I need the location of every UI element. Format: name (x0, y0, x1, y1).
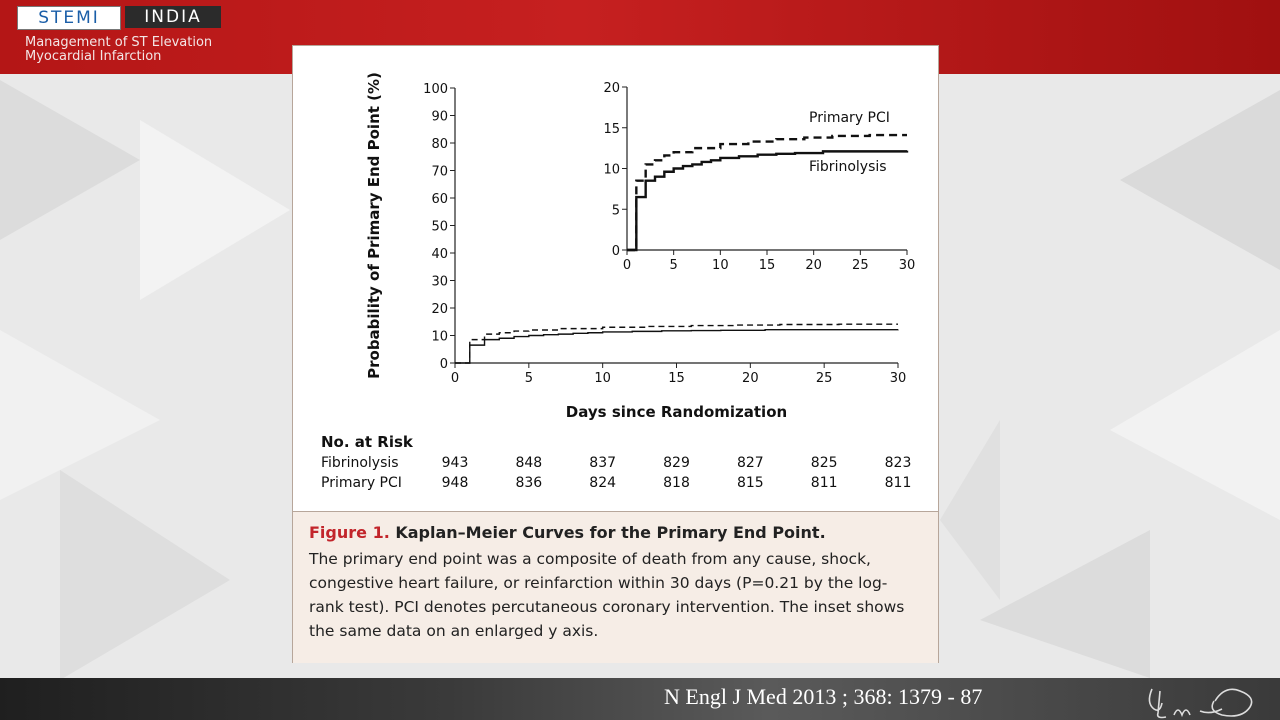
main-y-tick-label: 20 (431, 302, 448, 317)
main-x-tick-label: 5 (525, 371, 533, 386)
signature-logo (1148, 688, 1253, 719)
risk-value: 837 (589, 455, 617, 471)
figure-caption: Figure 1. Kaplan–Meier Curves for the Pr… (293, 511, 938, 663)
inset-series-primary-pci (627, 133, 907, 252)
footer-band (0, 678, 1280, 720)
risk-value: 825 (810, 455, 838, 471)
risk-row: Fibrinolysis 943 848 837 829 827 825 823 (321, 455, 921, 475)
caption-body: The primary end point was a composite of… (309, 550, 905, 640)
main-y-tick-label: 70 (431, 165, 448, 180)
risk-row-label: Fibrinolysis (321, 455, 399, 471)
inset-x-tick-label: 25 (852, 258, 869, 273)
inset-x-tick-label: 0 (623, 258, 631, 273)
number-at-risk-table: No. at Risk Fibrinolysis 943 848 837 829 827 8… (321, 433, 921, 495)
main-x-tick-label: 10 (594, 371, 611, 386)
stemi-india-logo: STEMI INDIA Management of ST Elevation My… (17, 6, 221, 64)
inset-x-tick-label: 20 (805, 258, 822, 273)
main-y-tick-label: 40 (431, 247, 448, 262)
logo-subtitle-line1: Management of ST Elevation (25, 35, 213, 50)
inset-x-tick-label: 10 (712, 258, 729, 273)
risk-value: 823 (884, 455, 912, 471)
risk-value: 943 (441, 455, 469, 471)
caption-heading: Figure 1. Kaplan–Meier Curves for the Pr… (309, 523, 922, 542)
risk-value: 829 (663, 455, 690, 471)
risk-value: 815 (736, 475, 764, 491)
main-y-tick-label: 100 (423, 82, 448, 97)
inset-y-tick-label: 10 (603, 163, 620, 178)
main-y-tick-label: 60 (431, 192, 448, 207)
main-y-tick-label: 30 (431, 275, 448, 290)
inset-y-tick-label: 0 (612, 244, 620, 259)
figure-card: 0 5 10 15 20 25 30 0 10 20 30 40 50 60 70 80 90 100 Days s… (292, 45, 939, 663)
inset-x-tick-label: 30 (899, 258, 916, 273)
logo-subtitle-line2: Myocardial Infarction (25, 49, 162, 64)
main-x-tick-label: 0 (451, 371, 459, 386)
inset-y-tick-label: 20 (603, 81, 620, 96)
main-y-tick-label: 90 (431, 110, 448, 125)
risk-row-label: Primary PCI (321, 475, 402, 491)
inset-y-tick-label: 5 (612, 203, 620, 218)
caption-label: Figure 1. (309, 523, 390, 542)
risk-value: 818 (663, 475, 690, 491)
main-series-primary-pci (455, 323, 898, 364)
risk-table-title: No. at Risk (321, 433, 413, 451)
x-axis-label: Days since Randomization (566, 403, 787, 421)
inset-label-fibrinolysis: Fibrinolysis (809, 159, 887, 175)
main-x-tick-label: 20 (742, 371, 759, 386)
main-y-tick-label: 0 (440, 357, 448, 372)
risk-row: Primary PCI 948 836 824 818 815 811 811 (321, 475, 921, 495)
main-y-tick-label: 10 (431, 330, 448, 345)
inset-label-primary-pci: Primary PCI (809, 110, 890, 126)
logo-stemi: STEMI (17, 6, 121, 30)
main-x-tick-label: 30 (890, 371, 907, 386)
main-y-tick-label: 50 (431, 220, 448, 235)
main-series-fibrinolysis (455, 329, 899, 364)
main-x-tick-label: 15 (668, 371, 685, 386)
citation: N Engl J Med 2013 ; 368: 1379 - 87 (664, 684, 983, 709)
risk-value: 824 (589, 475, 617, 491)
risk-value: 827 (736, 455, 764, 471)
caption-title: Kaplan–Meier Curves for the Primary End … (395, 523, 826, 542)
inset-y-tick-label: 15 (603, 122, 620, 137)
main-x-tick-label: 25 (816, 371, 833, 386)
inset-x-tick-label: 15 (759, 258, 776, 273)
inset-series-fibrinolysis (627, 150, 909, 252)
risk-value: 948 (441, 475, 469, 491)
main-y-tick-label: 80 (431, 137, 448, 152)
risk-value: 848 (515, 455, 543, 471)
risk-value: 811 (884, 475, 912, 491)
logo-india: INDIA (125, 6, 221, 28)
y-axis-label: Probability of Primary End Point (%) (365, 72, 383, 379)
risk-value: 836 (515, 475, 543, 491)
inset-x-tick-label: 5 (670, 258, 678, 273)
risk-value: 811 (810, 475, 838, 491)
